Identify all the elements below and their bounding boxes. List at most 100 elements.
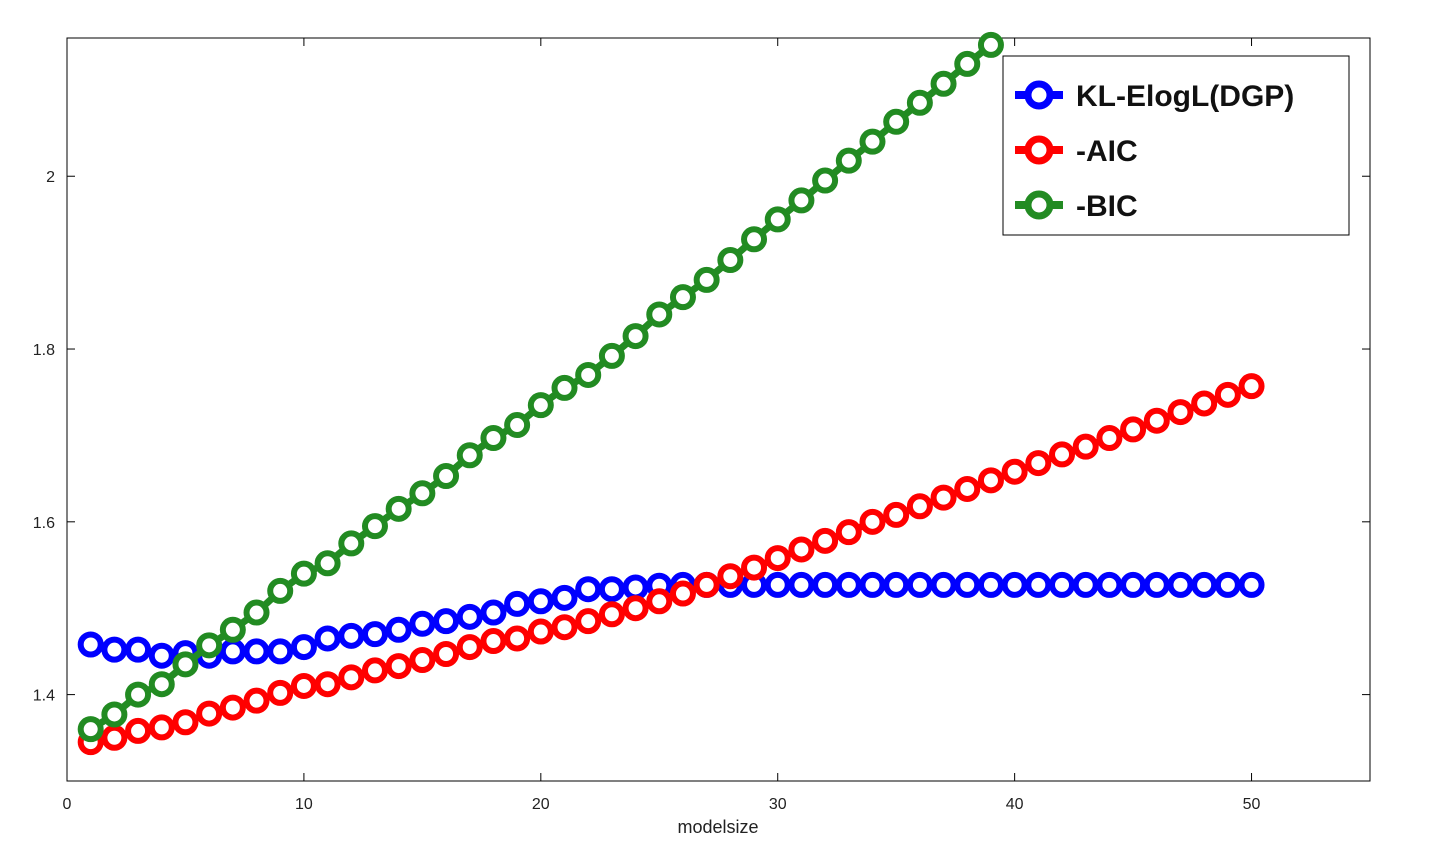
data-point: [977, 31, 1004, 58]
data-point: [551, 374, 578, 401]
data-point: [1238, 373, 1265, 400]
data-point: [622, 323, 649, 350]
data-point: [527, 588, 554, 615]
data-point: [77, 716, 104, 743]
data-point: [1072, 433, 1099, 460]
data-point: [954, 50, 981, 77]
data-point: [693, 571, 720, 598]
data-point: [551, 614, 578, 641]
data-point: [835, 519, 862, 546]
data-point: [480, 425, 507, 452]
data-point: [172, 651, 199, 678]
legend: KL-ElogL(DGP) -AIC -BIC: [1002, 55, 1350, 236]
data-point: [527, 618, 554, 645]
data-point: [930, 70, 957, 97]
data-point: [456, 603, 483, 630]
data-point: [883, 108, 910, 135]
data-point: [1001, 571, 1028, 598]
data-point: [77, 631, 104, 658]
data-point: [148, 642, 175, 669]
data-point: [290, 634, 317, 661]
legend-marker: [1024, 135, 1054, 165]
data-point: [812, 167, 839, 194]
data-point: [977, 571, 1004, 598]
data-point: [1214, 381, 1241, 408]
data-point: [409, 610, 436, 637]
data-point: [1120, 416, 1147, 443]
data-point: [575, 576, 602, 603]
data-point: [764, 571, 791, 598]
x-tick-label: 30: [769, 796, 787, 813]
data-point: [456, 442, 483, 469]
x-tick-label: 20: [532, 796, 550, 813]
data-point: [575, 608, 602, 635]
data-point: [788, 187, 815, 214]
data-point: [314, 671, 341, 698]
legend-marker: [1024, 190, 1054, 220]
data-point: [859, 508, 886, 535]
data-point: [290, 560, 317, 587]
data-point: [196, 632, 223, 659]
data-point: [338, 530, 365, 557]
series-3: [77, 31, 1004, 743]
data-point: [267, 577, 294, 604]
data-point: [385, 616, 412, 643]
data-point: [219, 616, 246, 643]
data-point: [1143, 407, 1170, 434]
data-point: [433, 640, 460, 667]
data-point: [504, 412, 531, 439]
data-point: [480, 628, 507, 655]
data-point: [669, 580, 696, 607]
data-point: [622, 595, 649, 622]
data-point: [243, 599, 270, 626]
data-point: [1049, 571, 1076, 598]
data-point: [361, 513, 388, 540]
data-point: [196, 700, 223, 727]
data-point: [669, 284, 696, 311]
data-point: [859, 128, 886, 155]
data-point: [930, 484, 957, 511]
y-tick-label: 2: [46, 169, 55, 186]
data-point: [125, 717, 152, 744]
legend-label: KL-ElogL(DGP): [1076, 80, 1294, 113]
data-point: [101, 636, 128, 663]
data-point: [883, 571, 910, 598]
data-point: [338, 664, 365, 691]
data-point: [883, 501, 910, 528]
data-point: [172, 709, 199, 736]
data-point: [125, 681, 152, 708]
data-point: [1096, 425, 1123, 452]
legend-marker: [1024, 80, 1054, 110]
data-point: [741, 226, 768, 253]
data-point: [741, 554, 768, 581]
data-point: [219, 694, 246, 721]
data-point: [906, 571, 933, 598]
data-point: [788, 536, 815, 563]
data-point: [101, 724, 128, 751]
data-point: [1025, 450, 1052, 477]
data-point: [1214, 571, 1241, 598]
data-point: [859, 571, 886, 598]
data-point: [338, 622, 365, 649]
data-point: [219, 638, 246, 665]
x-axis-label: modelsize: [677, 817, 758, 837]
data-point: [527, 392, 554, 419]
data-point: [598, 576, 625, 603]
data-point: [551, 584, 578, 611]
y-tick-label: 1.4: [33, 688, 55, 705]
data-point: [1238, 571, 1265, 598]
y-tick-label: 1.8: [33, 342, 55, 359]
axis-ticks: 0 10 20 30 40 50 1.4 1.6 1.8 2: [33, 38, 1370, 813]
data-point: [314, 550, 341, 577]
data-point: [101, 701, 128, 728]
data-point: [504, 590, 531, 617]
data-point: [290, 672, 317, 699]
data-point: [1072, 571, 1099, 598]
x-tick-label: 50: [1243, 796, 1261, 813]
data-point: [480, 599, 507, 626]
data-point: [812, 571, 839, 598]
data-point: [764, 206, 791, 233]
data-point: [1143, 571, 1170, 598]
data-point: [930, 571, 957, 598]
